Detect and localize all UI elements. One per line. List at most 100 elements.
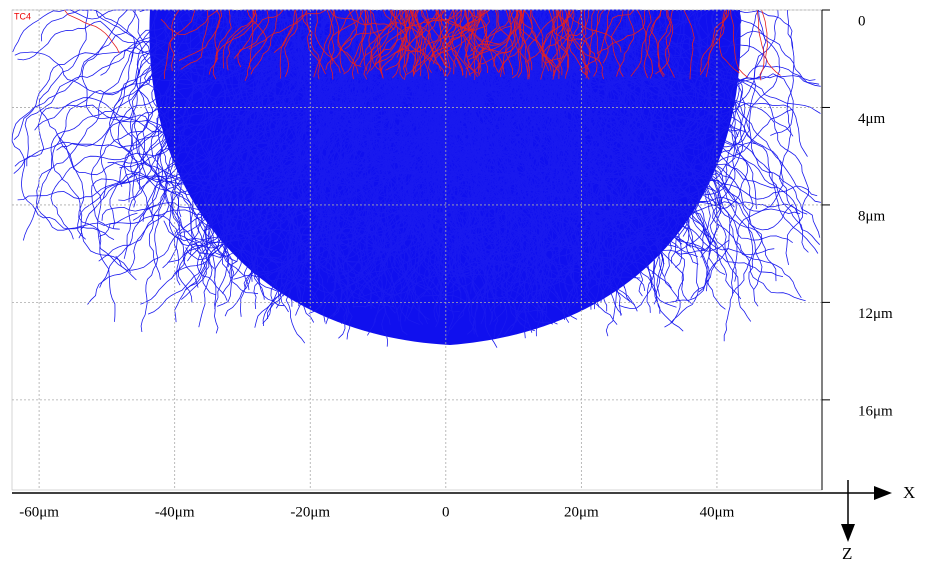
electron-trajectory — [167, 9, 335, 263]
electron-trajectory — [512, 9, 521, 79]
x-tick-label: 20μm — [564, 504, 599, 520]
electron-trajectory — [551, 9, 569, 76]
electron-trajectory — [181, 9, 321, 300]
electron-trajectory — [371, 10, 443, 281]
electron-trajectory — [510, 9, 668, 189]
x-tick-label: -60μm — [19, 504, 59, 520]
electron-trajectory — [690, 9, 750, 282]
electron-trajectory — [101, 9, 313, 221]
electron-trajectory — [244, 9, 254, 82]
electron-trajectory — [529, 9, 668, 264]
electron-trajectory — [81, 9, 240, 242]
electron-trajectory — [11, 9, 136, 240]
electron-trajectory — [385, 9, 412, 71]
electron-trajectory — [443, 9, 561, 260]
electron-trajectory — [636, 9, 653, 79]
electron-trajectory — [333, 9, 359, 74]
electron-trajectory — [233, 9, 366, 188]
grid — [12, 9, 822, 490]
electron-trajectory — [467, 9, 518, 58]
electron-trajectory — [240, 9, 374, 317]
z-arrow — [841, 524, 855, 542]
electron-trajectory — [90, 9, 203, 281]
electron-trajectory — [616, 9, 635, 77]
electron-trajectory — [343, 9, 367, 75]
electron-trajectory — [730, 9, 748, 78]
electron-trajectory — [549, 9, 666, 259]
electron-trajectory — [326, 9, 335, 80]
electron-trajectory — [628, 9, 742, 300]
electron-trajectory — [396, 9, 430, 54]
electron-trajectory — [443, 9, 474, 67]
electron-trajectory — [420, 9, 644, 134]
electron-trajectory — [748, 9, 821, 238]
electron-trajectory — [622, 9, 763, 307]
z-axis-title: Z — [842, 544, 852, 563]
electron-trajectory — [560, 9, 570, 79]
electron-trajectory — [327, 9, 474, 225]
electron-trajectory — [565, 9, 588, 76]
electron-trajectory — [590, 9, 809, 253]
electron-trajectory — [374, 9, 415, 65]
electron-trajectory — [494, 9, 665, 196]
electron-trajectory — [477, 9, 512, 65]
electron-trajectory — [536, 9, 635, 302]
z-tick-label: 16μm — [858, 403, 893, 419]
electron-trajectory — [419, 9, 582, 261]
electron-trajectory — [595, 9, 605, 80]
electron-trajectory — [283, 9, 391, 303]
electron-trajectory — [573, 9, 730, 254]
x-tick-label: 0 — [442, 504, 450, 520]
electron-trajectory — [220, 9, 303, 297]
electron-trajectory — [650, 9, 665, 76]
electron-trajectory — [561, 9, 586, 76]
electron-trajectory — [542, 9, 570, 72]
electron-trajectory — [405, 9, 424, 73]
electron-trajectory — [413, 9, 454, 68]
electron-trajectory — [366, 9, 537, 191]
electron-trajectory — [507, 9, 603, 267]
electron-trajectory — [36, 9, 158, 231]
electron-trajectory — [118, 9, 357, 201]
x-tick-label: 40μm — [700, 504, 735, 520]
electron-trajectory — [233, 9, 284, 59]
electron-trajectory — [185, 9, 284, 291]
electron-trajectory — [475, 9, 584, 278]
electron-trajectory — [453, 9, 486, 68]
electron-trajectory — [603, 9, 746, 237]
electron-trajectory — [98, 9, 327, 262]
electron-trajectory — [531, 9, 561, 73]
electron-trajectory — [421, 9, 446, 77]
electron-trajectory — [455, 9, 586, 243]
electron-trajectory — [579, 9, 589, 79]
electron-trajectory — [535, 9, 632, 307]
electron-trajectory — [448, 9, 670, 210]
electron-trajectory — [193, 9, 305, 220]
electron-trajectory — [212, 9, 223, 80]
electron-trajectory — [165, 9, 287, 264]
electron-trajectory — [341, 9, 416, 293]
electron-trajectory — [13, 9, 227, 140]
electron-trajectory — [616, 9, 681, 324]
electron-trajectory — [386, 9, 462, 293]
electron-trajectory — [602, 9, 635, 64]
electron-trajectory — [657, 9, 673, 78]
electron-trajectory — [366, 9, 393, 75]
electron-trajectory — [530, 9, 609, 276]
electron-trajectory — [423, 9, 540, 303]
electron-trajectory — [331, 9, 404, 314]
electron-trajectory — [540, 9, 556, 80]
electron-trajectory — [13, 9, 136, 174]
electron-trajectory — [481, 9, 563, 260]
electron-trajectory — [555, 9, 656, 313]
electron-trajectory — [275, 9, 428, 244]
electron-trajectory — [256, 9, 471, 206]
electron-trajectory — [169, 9, 196, 72]
electron-trajectory — [585, 9, 595, 80]
trajectories — [11, 9, 821, 348]
electron-trajectory — [342, 9, 431, 309]
electron-trajectory — [284, 9, 298, 77]
electron-trajectory — [610, 9, 624, 77]
electron-trajectory — [269, 9, 410, 207]
electron-trajectory — [250, 9, 278, 75]
